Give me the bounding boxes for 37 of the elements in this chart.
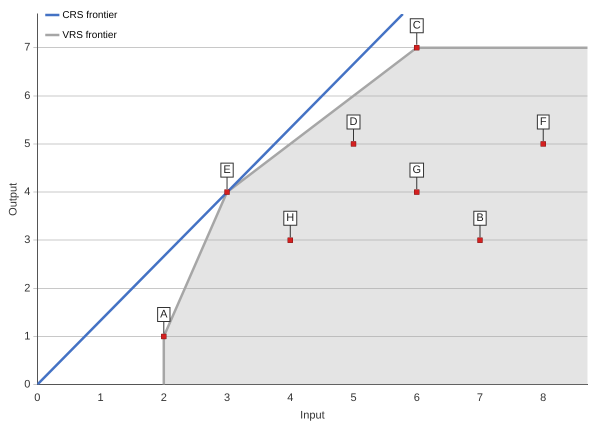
annotation: G [412, 164, 422, 176]
annotation: F [540, 116, 547, 128]
x-tick-label: 3 [224, 392, 230, 404]
x-tick-label: 5 [350, 392, 357, 404]
x-tick-label: 0 [34, 392, 40, 404]
legend-label: CRS frontier [62, 10, 118, 21]
annotation: B [476, 212, 484, 224]
y-tick-label: 0 [24, 378, 30, 391]
annotation: C [412, 20, 421, 32]
x-tick-label: 2 [160, 392, 167, 404]
y-tick-label: 1 [24, 330, 30, 342]
x-tick-label: 1 [97, 392, 104, 404]
y-tick-label: 5 [24, 138, 30, 150]
annotation: A [160, 308, 168, 320]
x-tick-label: 4 [287, 392, 294, 404]
point [414, 189, 420, 195]
x-tick-label: 7 [476, 392, 484, 404]
point [288, 237, 293, 243]
x-axis-title: Input [300, 409, 325, 422]
point [161, 334, 167, 340]
y-tick-label: 7 [24, 42, 30, 54]
point [477, 237, 483, 243]
point [350, 141, 356, 147]
y-axis-title: Output [8, 182, 20, 216]
point [414, 44, 420, 50]
annotation: D [350, 116, 358, 128]
point [224, 189, 230, 195]
y-tick-label: 2 [24, 282, 30, 294]
y-tick-label: 6 [24, 90, 30, 102]
x-tick-label: 6 [414, 392, 420, 404]
y-tick-label: 3 [24, 234, 30, 246]
x-tick-label: 8 [540, 392, 546, 404]
legend-label: VRS frontier [62, 30, 118, 41]
y-tick-label: 4 [24, 186, 30, 198]
annotation: E [223, 164, 231, 176]
point [540, 141, 546, 147]
annotation: H [286, 212, 294, 224]
